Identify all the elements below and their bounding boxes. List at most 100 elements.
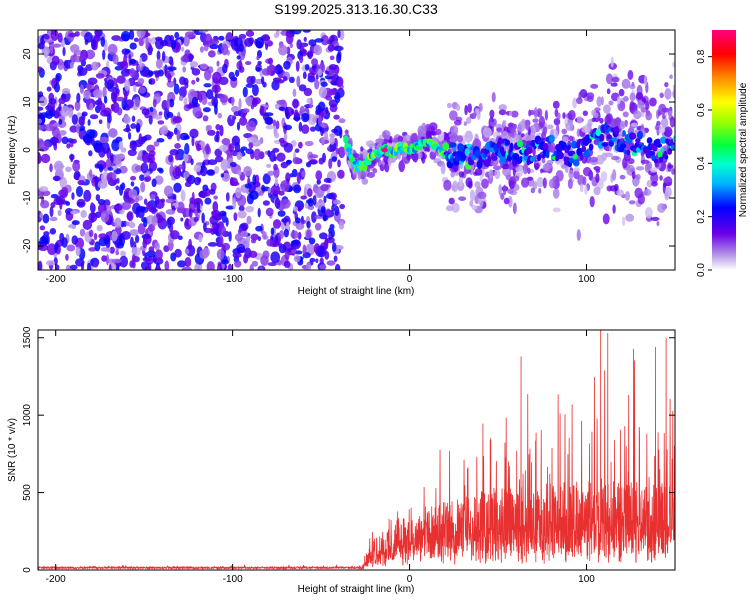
spectrogram-cell <box>274 197 281 209</box>
spectrogram-cell <box>174 154 180 161</box>
snr-frame <box>37 329 676 571</box>
spectrogram-cell <box>307 159 318 165</box>
spectrogram-cell <box>154 249 163 261</box>
spectrogram-cell <box>183 171 190 178</box>
spectrogram-cell <box>238 33 247 40</box>
spectrogram-cell <box>71 220 80 226</box>
spectrogram-cell <box>304 140 314 147</box>
spectrogram-cell <box>38 139 45 150</box>
spectrogram-cell <box>651 181 658 187</box>
spectrogram-cell <box>178 86 187 98</box>
spectrogram-cell <box>137 64 144 71</box>
spectrogram-cell <box>181 266 192 270</box>
spectrogram-cell <box>285 159 293 165</box>
spectrogram-cell <box>158 168 164 174</box>
spectrogram-cell <box>672 84 675 91</box>
spectrogram-cell <box>627 158 635 165</box>
spectrogram-cell <box>246 215 252 225</box>
spectrogram-cell <box>96 224 103 232</box>
spectrogram-cell <box>252 84 259 97</box>
spectrogram-cell <box>108 263 112 270</box>
spectrogram-cell <box>579 183 584 193</box>
spectrogram-cell <box>164 260 170 270</box>
spectrogram-cell <box>502 119 507 126</box>
spectrogram-cell <box>649 97 657 107</box>
spectrogram-cell <box>595 173 600 183</box>
spectrogram-cell <box>57 32 63 43</box>
snr-x-axis: -200 -100 0 100 <box>46 330 595 585</box>
spectrogram-cell <box>205 143 210 155</box>
spectrogram-cell <box>145 255 154 265</box>
spectrogram-cell <box>157 120 165 125</box>
spectrogram-cell <box>672 61 675 68</box>
spectrogram-cell <box>605 73 614 85</box>
spectrogram-cell <box>219 124 224 137</box>
spectrogram-cell <box>225 217 229 227</box>
spectrogram-cell <box>98 163 104 173</box>
spectrogram-cell <box>79 55 83 63</box>
spectrogram-cell <box>71 114 78 125</box>
spectrogram-cell <box>128 30 135 40</box>
spectrogram-cell <box>170 39 177 50</box>
spectrogram-cell <box>109 246 115 254</box>
spectrogram-cell <box>293 255 301 263</box>
spectrogram-cell <box>278 44 288 56</box>
spectrogram-cell <box>633 178 640 186</box>
spectrogram-cell <box>55 264 60 270</box>
spectrogram-cell <box>113 165 117 171</box>
spectrogram-cell <box>38 244 49 252</box>
spectrogram-cell <box>149 106 154 113</box>
spectrogram-cell <box>579 89 588 98</box>
spectrogram-cell <box>464 148 470 157</box>
spectrogram-cell <box>299 55 304 64</box>
spectrogram-cell <box>465 116 472 124</box>
spectrogram-cell <box>262 200 270 206</box>
spectrogram-cell <box>85 64 94 72</box>
spectrogram-cell <box>306 229 312 239</box>
spectrogram-cell <box>148 150 156 157</box>
spectrogram-cell <box>206 124 212 131</box>
spectrogram-cell <box>533 106 538 119</box>
spectrogram-cell <box>266 163 272 169</box>
spectrogram-cell <box>313 44 323 56</box>
spectrogram-cell <box>276 152 286 162</box>
spectrogram-cell <box>151 178 157 188</box>
spectrogram-cell <box>39 212 44 219</box>
spectrogram-cell <box>465 177 473 188</box>
spectrogram-cell <box>100 210 110 223</box>
spectrogram-cell <box>502 184 507 196</box>
spectrogram-cell <box>248 250 258 258</box>
spectrogram-cell <box>600 171 608 182</box>
spectrogram-cell <box>101 255 108 262</box>
spectrogram-cell <box>202 184 209 192</box>
spectrogram-cell <box>474 194 479 204</box>
spectrogram-cell <box>53 160 64 173</box>
spectrogram-cell <box>648 150 656 156</box>
spectrogram-cell <box>152 98 157 108</box>
spectrogram-cell <box>49 163 53 173</box>
spectrogram-cell <box>127 132 132 140</box>
spectrogram-cell <box>586 137 592 144</box>
spectrogram-cell <box>320 81 328 87</box>
spectrogram-cell <box>245 205 254 213</box>
spectrogram-cell <box>331 229 335 238</box>
y-tick-label: -20 <box>22 238 33 253</box>
spectrogram-cell <box>50 30 59 41</box>
spectrogram-cell <box>500 155 506 165</box>
spectrogram-cell <box>214 86 218 98</box>
spectrogram-cell <box>532 148 536 156</box>
spectrogram-cell <box>66 143 71 149</box>
spectrogram-cell <box>236 243 246 253</box>
spectrogram-cell <box>326 260 336 266</box>
spectrogram-cell <box>572 153 578 160</box>
spectrogram-cell <box>140 181 146 193</box>
spectrogram-cell <box>184 256 192 268</box>
spectrogram-cell <box>113 203 123 211</box>
spectrogram-cell <box>333 45 344 52</box>
spectrogram-cell <box>332 199 341 205</box>
spectrogram-cell <box>75 246 81 257</box>
spectrogram-cell <box>214 165 220 174</box>
spectrogram-cell <box>243 133 253 139</box>
spectrogram-cell <box>41 234 49 247</box>
